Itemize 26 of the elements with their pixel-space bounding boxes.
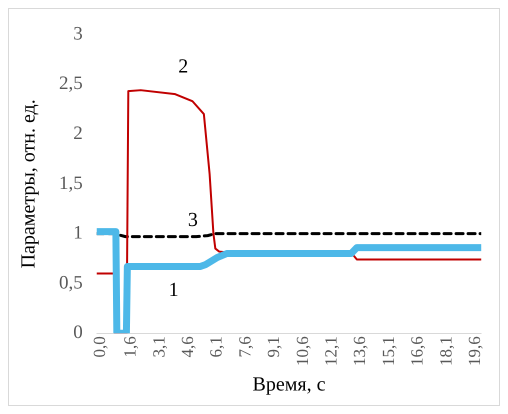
x-tick-label: 10,6 xyxy=(292,336,312,366)
x-tick-label: 6,1 xyxy=(206,336,226,358)
y-tick-label: 2 xyxy=(73,123,83,144)
y-tick-label: 1 xyxy=(73,222,83,244)
y-tick-label: 0 xyxy=(73,322,83,344)
y-axis-title: Параметры, отн. ед. xyxy=(17,99,40,268)
x-tick-label: 9,1 xyxy=(264,336,284,358)
x-tick-label: 3,1 xyxy=(149,336,168,358)
y-tick-label: 2,5 xyxy=(59,73,83,94)
y-tick-label: 1,5 xyxy=(59,172,83,194)
x-tick-label: 16,6 xyxy=(408,336,427,366)
y-tick-label: 0,5 xyxy=(59,272,83,294)
x-tick-label: 18,1 xyxy=(436,336,456,366)
x-tick-label: 15,1 xyxy=(378,336,398,366)
x-tick-label: 12,1 xyxy=(321,336,340,366)
x-axis-title: Время, с xyxy=(252,373,326,396)
x-tick-label: 13,6 xyxy=(350,336,370,366)
series-label: 2 xyxy=(178,56,188,78)
series-label: 1 xyxy=(168,278,179,301)
x-tick-label: 1,6 xyxy=(120,336,140,358)
series-label: 3 xyxy=(188,208,198,231)
y-tick-label: 3 xyxy=(73,23,83,44)
x-tick-label: 7,6 xyxy=(235,336,254,358)
x-tick-label: 0,0 xyxy=(90,336,110,358)
x-tick-label: 19,6 xyxy=(464,336,484,366)
x-tick-label: 4,6 xyxy=(178,336,198,358)
